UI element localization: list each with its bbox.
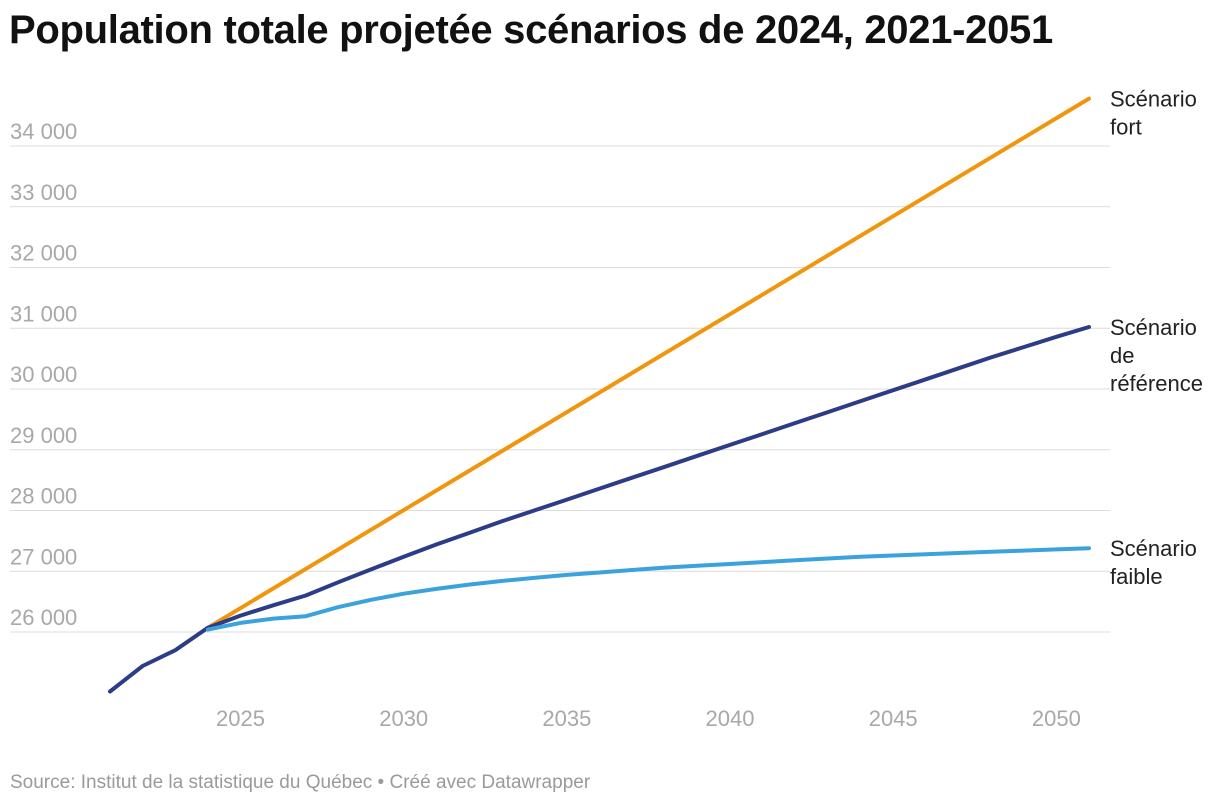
line-chart: 26 000 27 000 28 000 29 000 30 000 31 000 32 0… [10, 87, 1203, 731]
series-labels: Scénario fort Scénario de référence Scénario f… [1110, 87, 1203, 590]
series-label-line: référence [1110, 371, 1203, 396]
footer: Source: Institut de la statistique du Qu… [10, 772, 590, 794]
series-label-line: Scénario [1110, 87, 1197, 112]
x-tick-label: 2035 [542, 706, 591, 731]
x-tick-label: 2040 [706, 706, 755, 731]
x-tick-label: 2050 [1032, 706, 1081, 731]
y-tick-label: 32 000 [10, 241, 77, 266]
x-tick-label: 2045 [869, 706, 918, 731]
y-tick-label: 29 000 [10, 423, 77, 448]
x-axis-ticks: 2025 2030 2035 2040 2045 2050 [216, 706, 1081, 731]
y-tick-label: 26 000 [10, 605, 77, 630]
series-lines [108, 96, 1091, 694]
series-label-scenario-de-reference: Scénario de référence [1110, 315, 1203, 396]
x-tick-label: 2030 [379, 706, 428, 731]
gridlines [10, 145, 1110, 633]
y-tick-label: 28 000 [10, 484, 77, 509]
series-line-scenario-fort [205, 96, 1091, 630]
series-label-line: Scénario [1110, 536, 1197, 561]
footer-separator: • [372, 772, 390, 793]
y-tick-label: 30 000 [10, 362, 77, 387]
y-tick-label: 27 000 [10, 544, 77, 569]
series-line-scenario-de-reference [108, 325, 1091, 694]
y-tick-label: 34 000 [10, 119, 77, 144]
x-tick-label: 2025 [216, 706, 265, 731]
y-tick-label: 33 000 [10, 180, 77, 205]
series-label-scenario-fort: Scénario fort [1110, 87, 1197, 140]
y-tick-label: 31 000 [10, 301, 77, 326]
source-text: Source: Institut de la statistique du Qu… [10, 772, 373, 793]
y-axis-ticks: 26 000 27 000 28 000 29 000 30 000 31 000 32 0… [10, 119, 77, 630]
series-label-scenario-faible: Scénario faible [1110, 536, 1197, 589]
chart-title: Population totale projetée scénarios de … [9, 8, 1053, 52]
series-label-line: de [1110, 343, 1134, 368]
series-line-scenario-faible [205, 546, 1091, 632]
series-label-line: Scénario [1110, 315, 1197, 340]
credit-text: Créé avec Datawrapper [389, 772, 591, 793]
series-label-line: fort [1110, 115, 1142, 140]
series-label-line: faible [1110, 564, 1163, 589]
